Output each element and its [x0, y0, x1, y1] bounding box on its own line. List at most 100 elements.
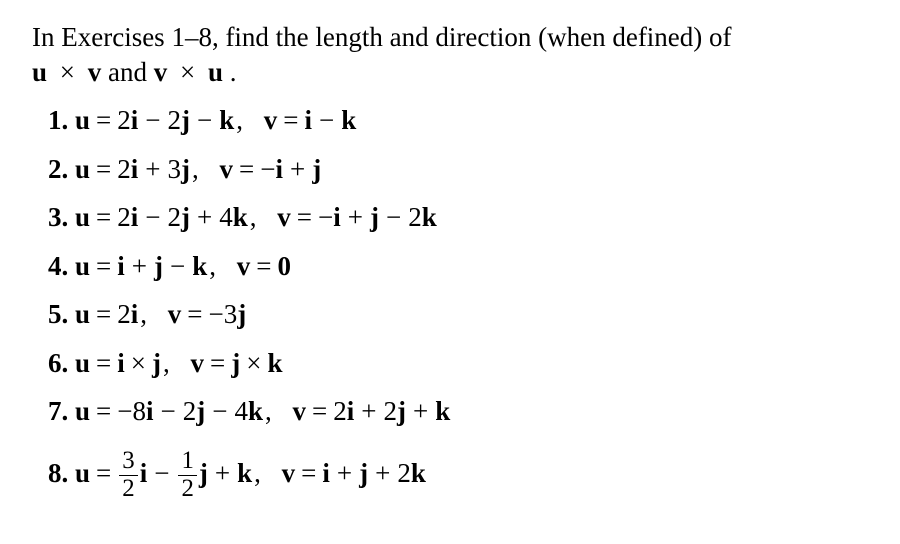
unit-k: k — [233, 202, 248, 232]
separator: , — [138, 299, 161, 329]
times-symbol: × — [240, 348, 267, 378]
problem-number: 3. — [48, 202, 68, 232]
unit-j: j — [237, 299, 246, 329]
coef: 2 — [183, 396, 197, 426]
coef: 8 — [133, 396, 147, 426]
unit-j: j — [231, 348, 240, 378]
neg: − — [209, 299, 224, 329]
unit-j: j — [181, 105, 190, 135]
problem-3: 3. u=2i−2j+4k, v=−i+j−2k — [48, 200, 872, 235]
plus: + — [190, 202, 219, 232]
problem-number: 4. — [48, 251, 68, 281]
coef: 2 — [117, 105, 131, 135]
unit-j: j — [199, 458, 208, 488]
separator: , — [190, 154, 213, 184]
equals: = — [204, 348, 231, 378]
equals: = — [90, 202, 117, 232]
unit-i: i — [146, 396, 154, 426]
unit-i: i — [117, 348, 125, 378]
equals: = — [90, 105, 117, 135]
unit-k: k — [422, 202, 437, 232]
vector-u: u — [208, 57, 223, 87]
coef: 2 — [117, 299, 131, 329]
vector-u: u — [75, 348, 90, 378]
unit-j: j — [181, 202, 190, 232]
equals: = — [90, 396, 117, 426]
separator: , — [252, 458, 275, 488]
unit-j: j — [312, 154, 321, 184]
coef: 2 — [168, 105, 182, 135]
fraction-numerator: 3 — [119, 449, 137, 475]
problem-number: 6. — [48, 348, 68, 378]
neg: − — [117, 396, 132, 426]
separator: , — [207, 251, 230, 281]
vector-v: v — [88, 57, 102, 87]
neg: − — [318, 202, 333, 232]
vector-v: v — [277, 202, 291, 232]
coef: 2 — [168, 202, 182, 232]
fraction-denominator: 2 — [119, 475, 137, 502]
plus: + — [354, 396, 383, 426]
unit-k: k — [192, 251, 207, 281]
vector-u: u — [32, 57, 47, 87]
minus: − — [154, 396, 183, 426]
coef: 2 — [117, 154, 131, 184]
fraction-3-2: 32 — [117, 449, 139, 502]
unit-i: i — [322, 458, 330, 488]
problem-5: 5. u=2i, v=−3j — [48, 297, 872, 332]
equals: = — [295, 458, 322, 488]
minus: − — [138, 202, 167, 232]
vector-v: v — [220, 154, 234, 184]
equals: = — [181, 299, 208, 329]
plus: + — [406, 396, 435, 426]
neg: − — [260, 154, 275, 184]
times-symbol: × — [125, 348, 152, 378]
period: . — [230, 57, 237, 87]
plus: + — [125, 251, 154, 281]
unit-j: j — [359, 458, 368, 488]
coef: 4 — [219, 202, 233, 232]
unit-i: i — [275, 154, 283, 184]
unit-k: k — [248, 396, 263, 426]
plus: + — [283, 154, 312, 184]
plus: + — [138, 154, 167, 184]
unit-k: k — [237, 458, 252, 488]
vector-u: u — [75, 202, 90, 232]
instructions: In Exercises 1–8, find the length and di… — [32, 20, 872, 89]
problem-4: 4. u=i+j−k, v=0 — [48, 249, 872, 284]
equals: = — [250, 251, 277, 281]
equals: = — [90, 251, 117, 281]
unit-k: k — [219, 105, 234, 135]
unit-k: k — [411, 458, 426, 488]
plus: + — [368, 458, 397, 488]
unit-i: i — [333, 202, 341, 232]
coef: 3 — [224, 299, 238, 329]
times-symbol: × — [174, 57, 201, 87]
unit-k: k — [267, 348, 282, 378]
problem-1: 1. u=2i−2j−k, v=i−k — [48, 103, 872, 138]
vector-v: v — [293, 396, 307, 426]
plus: + — [208, 458, 237, 488]
vector-v: v — [237, 251, 251, 281]
problem-number: 8. — [48, 458, 68, 488]
plus: + — [341, 202, 370, 232]
problem-2: 2. u=2i+3j, v=−i+j — [48, 152, 872, 187]
unit-i: i — [305, 105, 313, 135]
vector-v: v — [154, 57, 168, 87]
problem-number: 1. — [48, 105, 68, 135]
instructions-line1: In Exercises 1–8, find the length and di… — [32, 22, 732, 52]
unit-j: j — [397, 396, 406, 426]
vector-v: v — [168, 299, 182, 329]
vector-u: u — [75, 154, 90, 184]
coef: 3 — [168, 154, 182, 184]
minus: − — [379, 202, 408, 232]
minus: − — [312, 105, 341, 135]
fraction-numerator: 1 — [178, 449, 196, 475]
separator: , — [263, 396, 286, 426]
fraction-denominator: 2 — [178, 475, 196, 502]
equals: = — [90, 299, 117, 329]
times-symbol: × — [54, 57, 81, 87]
unit-k: k — [341, 105, 356, 135]
minus: − — [205, 396, 234, 426]
vector-v: v — [191, 348, 205, 378]
